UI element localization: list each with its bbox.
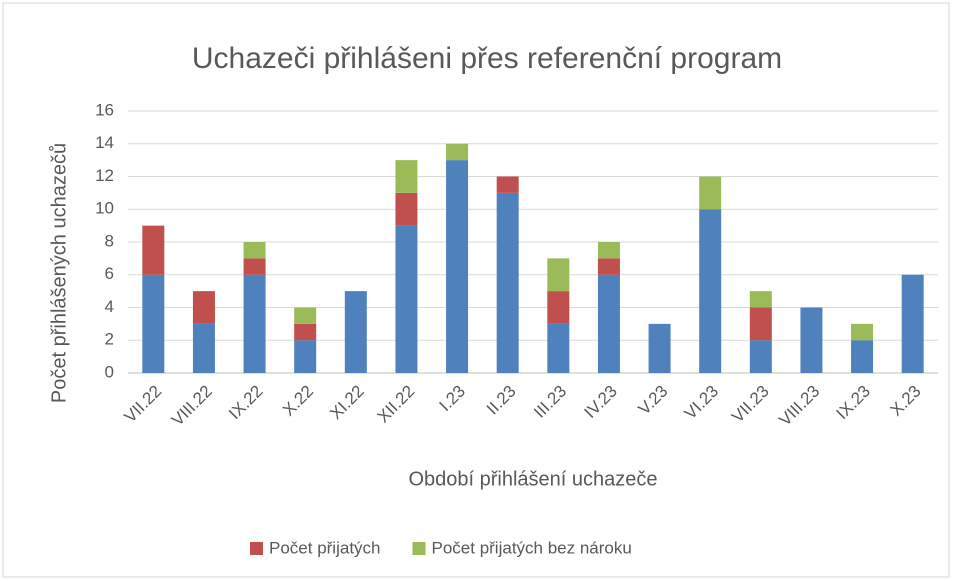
bar-segment [344,291,367,373]
y-tick-label: 6 [105,264,114,283]
bar-segment [547,291,570,324]
y-axis-title: Počet přihlášených uchazečů [48,143,70,403]
bar-segment [243,242,266,259]
bar-segment [851,340,874,373]
legend-swatch [412,542,426,555]
bar-segment [648,323,671,373]
bar-segment [547,258,570,292]
y-tick-label: 16 [95,100,114,119]
y-tick-label: 12 [95,166,114,185]
bar-segment [749,307,772,341]
chart-title: Uchazeči přihlášeni přes referenční prog… [192,42,782,75]
bar-segment [243,258,266,275]
bar-segment [597,274,620,373]
y-tick-label: 2 [105,330,114,349]
bar-segment [395,160,418,193]
bar-segment [597,258,620,275]
y-tick-label: 4 [105,297,114,316]
bar-segment [192,291,215,324]
bar-segment [243,274,266,373]
bar-segment [395,192,418,226]
legend-label: Počet přijatých bez nároku [432,538,632,557]
bar-segment [749,340,772,373]
bar-segment [547,323,570,373]
bar-segment [142,274,165,373]
bar-segment [901,274,924,373]
bar-segment [294,307,317,324]
bar-segment [699,209,722,373]
bar-segment [851,323,874,341]
x-axis-title: Období přihlášení uchazeče [408,468,657,490]
bar-segment [446,160,469,373]
bar-segment [294,340,317,373]
bar-segment [800,307,823,373]
y-tick-label: 10 [95,199,114,218]
bar-segment [699,176,722,210]
y-tick-label: 8 [105,231,114,250]
bar-segment [446,143,469,161]
legend-swatch [250,542,263,555]
y-tick-label: 0 [105,362,114,381]
legend-label: Počet přijatých [269,538,381,557]
bar-segment [496,176,519,193]
bar-segment [749,291,772,308]
bar-segment [395,225,418,373]
bar-segment [597,242,620,259]
bar-segment [294,323,317,341]
bar-segment [192,323,215,373]
bar-segment [496,192,519,373]
bar-segment [142,225,165,275]
y-tick-label: 14 [95,133,114,152]
